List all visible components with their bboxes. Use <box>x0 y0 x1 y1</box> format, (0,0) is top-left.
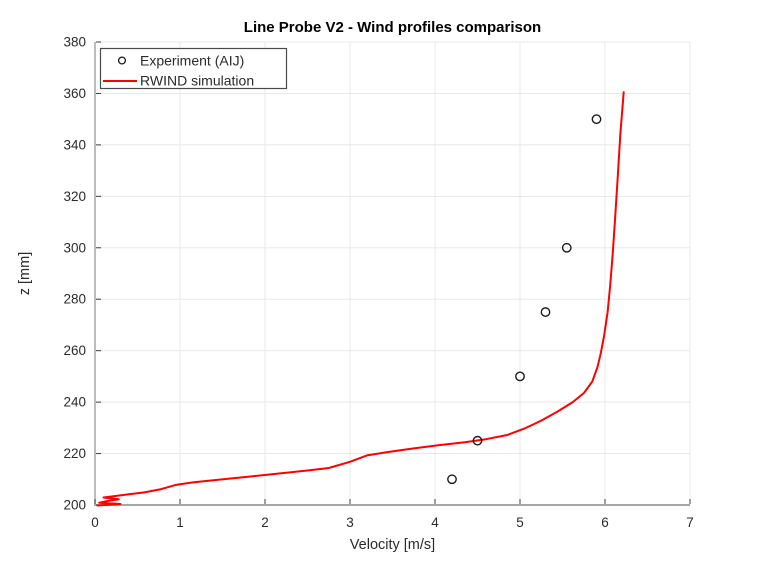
x-tick-label: 2 <box>261 515 269 530</box>
legend-label-rwind: RWIND simulation <box>140 73 254 89</box>
y-tick-label: 340 <box>63 137 86 152</box>
legend-label-experiment: Experiment (AIJ) <box>140 53 244 69</box>
x-tick-label: 1 <box>176 515 184 530</box>
y-tick-label: 240 <box>63 395 86 410</box>
x-tick-label: 7 <box>686 515 694 530</box>
chart-title: Line Probe V2 - Wind profiles comparison <box>244 19 541 36</box>
y-tick-label: 200 <box>63 498 86 513</box>
x-tick-label: 0 <box>91 515 99 530</box>
experiment-data-point <box>591 114 602 125</box>
experiment-data-point <box>561 242 572 253</box>
y-axis-label: z [mm] <box>17 252 33 296</box>
y-tick-label: 260 <box>63 343 86 358</box>
x-tick-label: 4 <box>431 515 439 530</box>
y-tick-label: 360 <box>63 86 86 101</box>
x-tick-label: 3 <box>346 515 354 530</box>
experiment-data-point <box>515 371 525 382</box>
rwind-simulation-line <box>96 91 625 507</box>
y-tick-label: 300 <box>63 240 86 255</box>
experiment-data-point <box>472 435 483 446</box>
x-tick-label: 5 <box>516 515 524 530</box>
experiment-data-point <box>540 307 551 317</box>
y-tick-label: 280 <box>63 292 86 307</box>
legend-marker-circle-icon <box>117 56 127 65</box>
y-tick-label: 320 <box>63 189 86 204</box>
x-axis-label: Velocity [m/s] <box>350 537 435 553</box>
y-tick-label: 380 <box>63 35 86 50</box>
x-tick-label: 6 <box>601 515 609 530</box>
experiment-data-point <box>447 474 457 485</box>
y-tick-label: 220 <box>63 446 86 461</box>
